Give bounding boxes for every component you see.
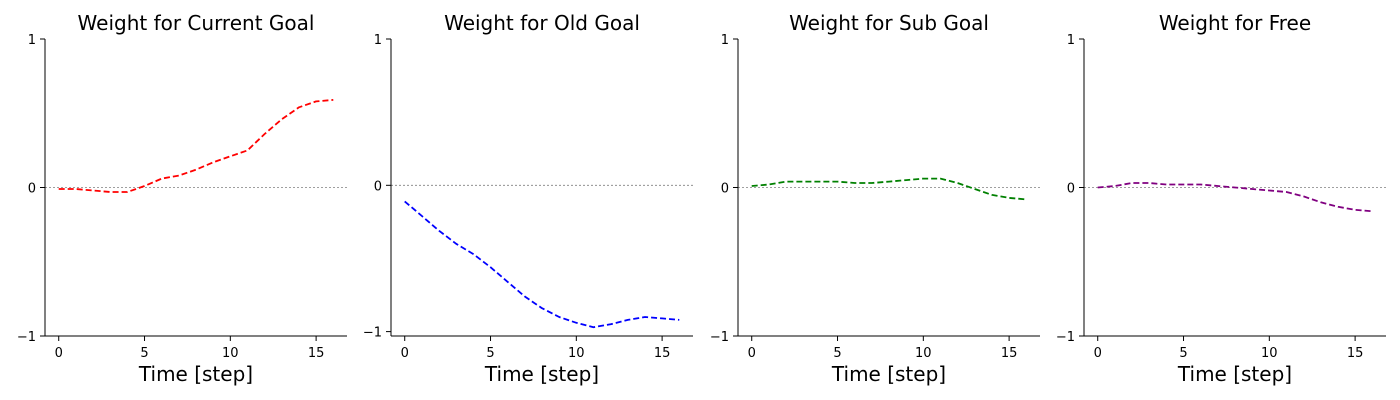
x-tick-label: 0 bbox=[1094, 346, 1102, 361]
series-line-1 bbox=[58, 99, 334, 193]
series-line-1 bbox=[751, 177, 1027, 201]
x-tick-label: 5 bbox=[486, 346, 494, 361]
x-tick-label: 10 bbox=[568, 346, 585, 361]
y-tick-label: 0 bbox=[1067, 182, 1075, 197]
chart-title: Weight for Current Goal bbox=[78, 11, 315, 35]
x-tick-label: 15 bbox=[1347, 346, 1364, 361]
y-tick-label: 1 bbox=[721, 33, 729, 48]
y-tick-label: 1 bbox=[28, 33, 36, 48]
x-axis-label: Time [step] bbox=[831, 362, 946, 386]
x-axis-label: Time [step] bbox=[1177, 362, 1292, 386]
series-line-1 bbox=[404, 200, 680, 329]
y-tick-label: −1 bbox=[363, 326, 382, 341]
series-line-1 bbox=[1097, 182, 1373, 213]
x-tick-label: 5 bbox=[140, 346, 148, 361]
chart-title: Weight for Sub Goal bbox=[789, 11, 989, 35]
y-tick-label: 1 bbox=[1067, 33, 1075, 48]
x-axis-label: Time [step] bbox=[138, 362, 253, 386]
chart-title: Weight for Old Goal bbox=[444, 11, 640, 35]
y-tick-label: 0 bbox=[28, 182, 36, 197]
x-tick-label: 0 bbox=[748, 346, 756, 361]
y-tick-label: 0 bbox=[721, 182, 729, 197]
x-tick-label: 10 bbox=[915, 346, 932, 361]
y-tick-label: 0 bbox=[374, 179, 382, 194]
y-tick-label: −1 bbox=[1056, 330, 1075, 345]
x-axis-label: Time [step] bbox=[484, 362, 599, 386]
x-tick-label: 0 bbox=[55, 346, 63, 361]
x-tick-label: 15 bbox=[308, 346, 325, 361]
x-tick-label: 0 bbox=[401, 346, 409, 361]
x-tick-label: 5 bbox=[1179, 346, 1187, 361]
chart-title: Weight for Free bbox=[1159, 11, 1311, 35]
x-tick-label: 10 bbox=[1261, 346, 1278, 361]
x-tick-label: 10 bbox=[222, 346, 239, 361]
y-tick-label: 1 bbox=[374, 33, 382, 48]
x-tick-label: 5 bbox=[833, 346, 841, 361]
x-tick-label: 15 bbox=[1001, 346, 1018, 361]
y-tick-label: −1 bbox=[710, 330, 729, 345]
x-tick-label: 15 bbox=[654, 346, 671, 361]
y-tick-label: −1 bbox=[17, 330, 36, 345]
